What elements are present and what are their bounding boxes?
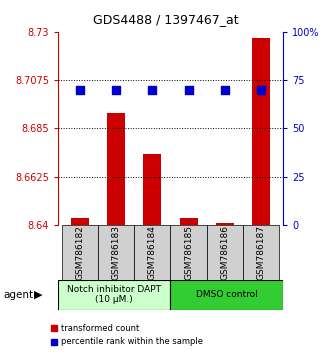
Point: [186, 87, 191, 93]
Text: GSM786187: GSM786187: [257, 225, 266, 280]
Bar: [252, 38, 270, 225]
Point: [113, 87, 118, 93]
Bar: [143, 154, 162, 225]
Bar: [71, 218, 89, 225]
FancyBboxPatch shape: [134, 225, 170, 280]
Point: [259, 87, 264, 93]
Text: GSM786182: GSM786182: [75, 225, 84, 280]
Text: GSM786183: GSM786183: [112, 225, 120, 280]
FancyBboxPatch shape: [58, 280, 170, 310]
FancyBboxPatch shape: [170, 225, 207, 280]
Text: ▶: ▶: [34, 290, 42, 300]
Bar: [179, 218, 198, 225]
Text: DMSO control: DMSO control: [196, 290, 258, 299]
Text: GDS4488 / 1397467_at: GDS4488 / 1397467_at: [93, 13, 238, 26]
Text: GSM786186: GSM786186: [220, 225, 229, 280]
Bar: [216, 223, 234, 225]
Text: Notch inhibitor DAPT
(10 μM.): Notch inhibitor DAPT (10 μM.): [67, 285, 161, 304]
Point: [150, 87, 155, 93]
Text: GSM786184: GSM786184: [148, 225, 157, 280]
FancyBboxPatch shape: [170, 280, 283, 310]
FancyBboxPatch shape: [62, 225, 98, 280]
FancyBboxPatch shape: [207, 225, 243, 280]
Text: GSM786185: GSM786185: [184, 225, 193, 280]
Legend: transformed count, percentile rank within the sample: transformed count, percentile rank withi…: [47, 321, 206, 350]
Point: [222, 87, 228, 93]
Point: [77, 87, 82, 93]
Bar: [107, 113, 125, 225]
FancyBboxPatch shape: [243, 225, 279, 280]
Text: agent: agent: [3, 290, 33, 300]
FancyBboxPatch shape: [98, 225, 134, 280]
